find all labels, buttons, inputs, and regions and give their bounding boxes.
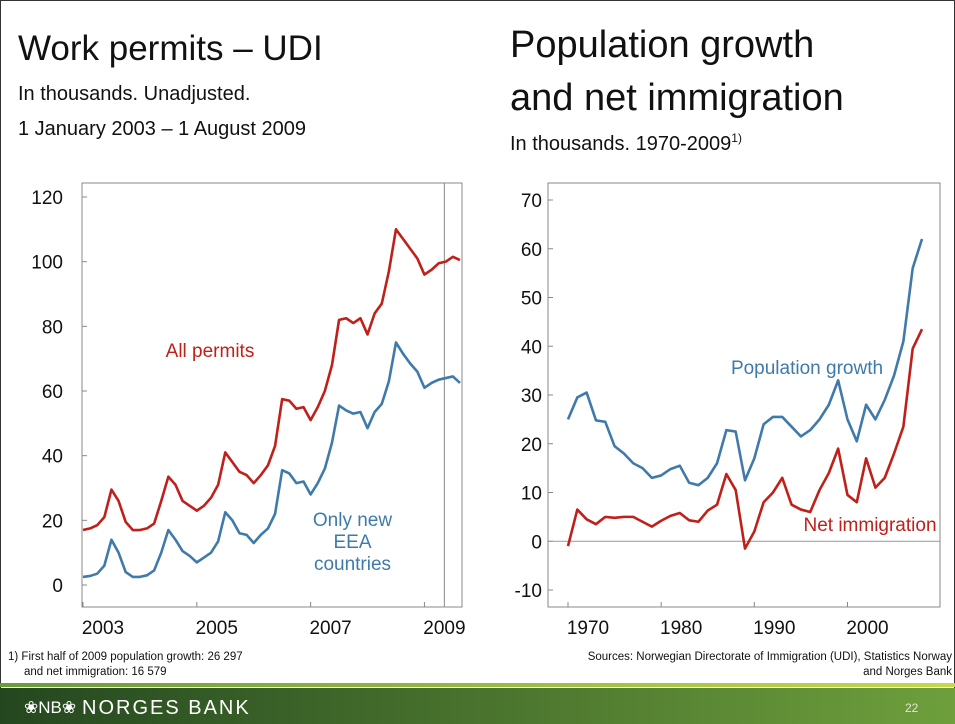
x-tick-label: 1980 (660, 618, 702, 639)
series-label: Only new EEA countries (312, 510, 393, 575)
chart-title: Work permits – UDI (18, 29, 323, 68)
footer-strip (0, 683, 955, 687)
footnote: and net immigration: 16 579 (24, 666, 167, 678)
sources: Sources: Norwegian Directorate of Immigr… (588, 651, 953, 663)
logo: ❀NB❀ (24, 698, 76, 717)
x-tick-label: 2007 (309, 618, 351, 639)
sources: and Norges Bank (863, 666, 952, 678)
series-line (82, 341, 461, 579)
x-tick-label: 2000 (846, 618, 888, 639)
chart-title: Population growth (510, 24, 814, 66)
y-tick-label: 50 (521, 289, 542, 310)
y-tick-label: 0 (52, 576, 63, 597)
x-tick-label: 2009 (423, 618, 465, 639)
subtitle: 1 January 2003 – 1 August 2009 (18, 118, 306, 140)
y-tick-label: 80 (42, 317, 63, 338)
y-tick-label: 40 (521, 337, 542, 358)
y-tick-label: 30 (521, 386, 542, 407)
footnote: 1) First half of 2009 population growth:… (8, 651, 243, 663)
subtitle: In thousands. 1970-20091) (510, 131, 742, 155)
series-label: Net immigration (803, 515, 937, 536)
x-tick-label: 2003 (82, 618, 124, 639)
y-tick-label: 10 (521, 484, 542, 505)
y-tick-label: 60 (521, 240, 542, 261)
footnote-marker: 1) (731, 131, 742, 145)
series-line (566, 328, 924, 550)
plot-frame (81, 182, 463, 608)
bank-name: NORGES BANK (82, 697, 251, 719)
x-tick-label: 1990 (753, 618, 795, 639)
y-tick-label: 0 (531, 532, 542, 553)
subtitle-text: In thousands. 1970-2009 (510, 133, 731, 155)
y-tick-label: 70 (521, 191, 542, 212)
series-label: All permits (165, 341, 255, 362)
x-tick-label: 1970 (567, 618, 609, 639)
y-tick-label: 20 (42, 511, 63, 532)
series-label: Population growth (730, 358, 884, 379)
footer-band (0, 688, 955, 724)
chart-title: and net immigration (510, 77, 844, 119)
y-tick-label: -10 (515, 581, 542, 602)
y-tick-label: 120 (31, 188, 63, 209)
page-number: 22 (905, 701, 919, 715)
y-tick-label: 40 (42, 447, 63, 468)
subtitle: In thousands. Unadjusted. (18, 83, 250, 105)
y-tick-label: 20 (521, 435, 542, 456)
y-tick-label: 60 (42, 382, 63, 403)
y-tick-label: 100 (31, 253, 63, 274)
x-tick-label: 2005 (196, 618, 238, 639)
series-line (82, 228, 461, 532)
series-line (566, 238, 924, 487)
